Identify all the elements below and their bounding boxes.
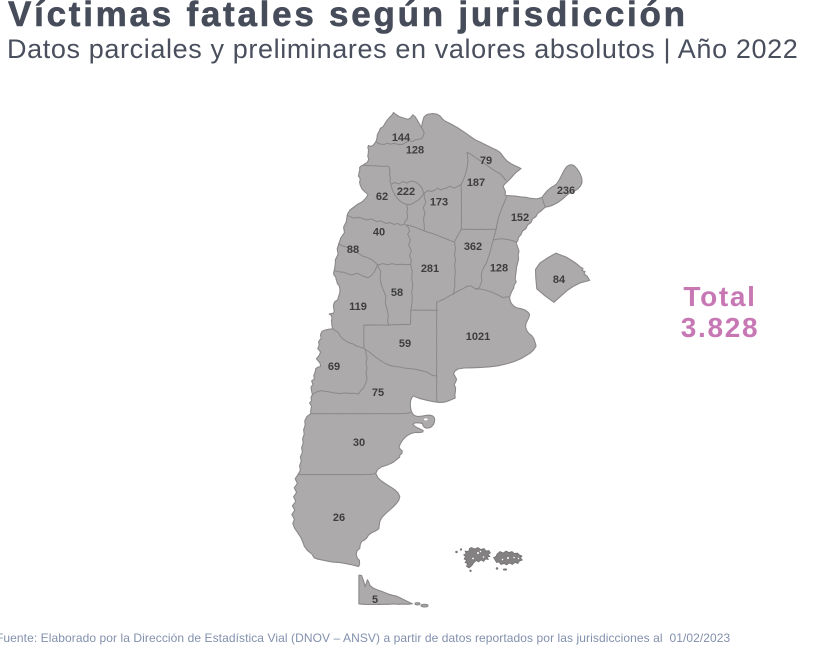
svg-text:119: 119 — [349, 301, 367, 313]
svg-text:88: 88 — [347, 244, 359, 256]
svg-text:58: 58 — [391, 287, 403, 299]
svg-text:59: 59 — [399, 338, 411, 350]
svg-text:173: 173 — [430, 197, 448, 209]
svg-text:128: 128 — [406, 145, 424, 157]
svg-text:30: 30 — [353, 437, 365, 449]
svg-text:26: 26 — [333, 512, 345, 524]
svg-text:1021: 1021 — [466, 331, 490, 343]
svg-text:75: 75 — [372, 387, 384, 399]
svg-text:40: 40 — [373, 227, 385, 239]
svg-text:222: 222 — [397, 186, 415, 198]
svg-text:84: 84 — [553, 274, 566, 286]
svg-text:144: 144 — [392, 132, 411, 144]
svg-text:69: 69 — [328, 361, 340, 373]
svg-text:62: 62 — [376, 191, 388, 203]
svg-text:236: 236 — [557, 185, 575, 197]
svg-text:128: 128 — [490, 263, 508, 275]
svg-text:79: 79 — [480, 155, 492, 167]
svg-text:5: 5 — [372, 594, 378, 606]
svg-text:362: 362 — [464, 241, 482, 253]
svg-text:187: 187 — [467, 177, 485, 189]
svg-text:152: 152 — [511, 212, 529, 224]
svg-text:281: 281 — [421, 263, 439, 275]
